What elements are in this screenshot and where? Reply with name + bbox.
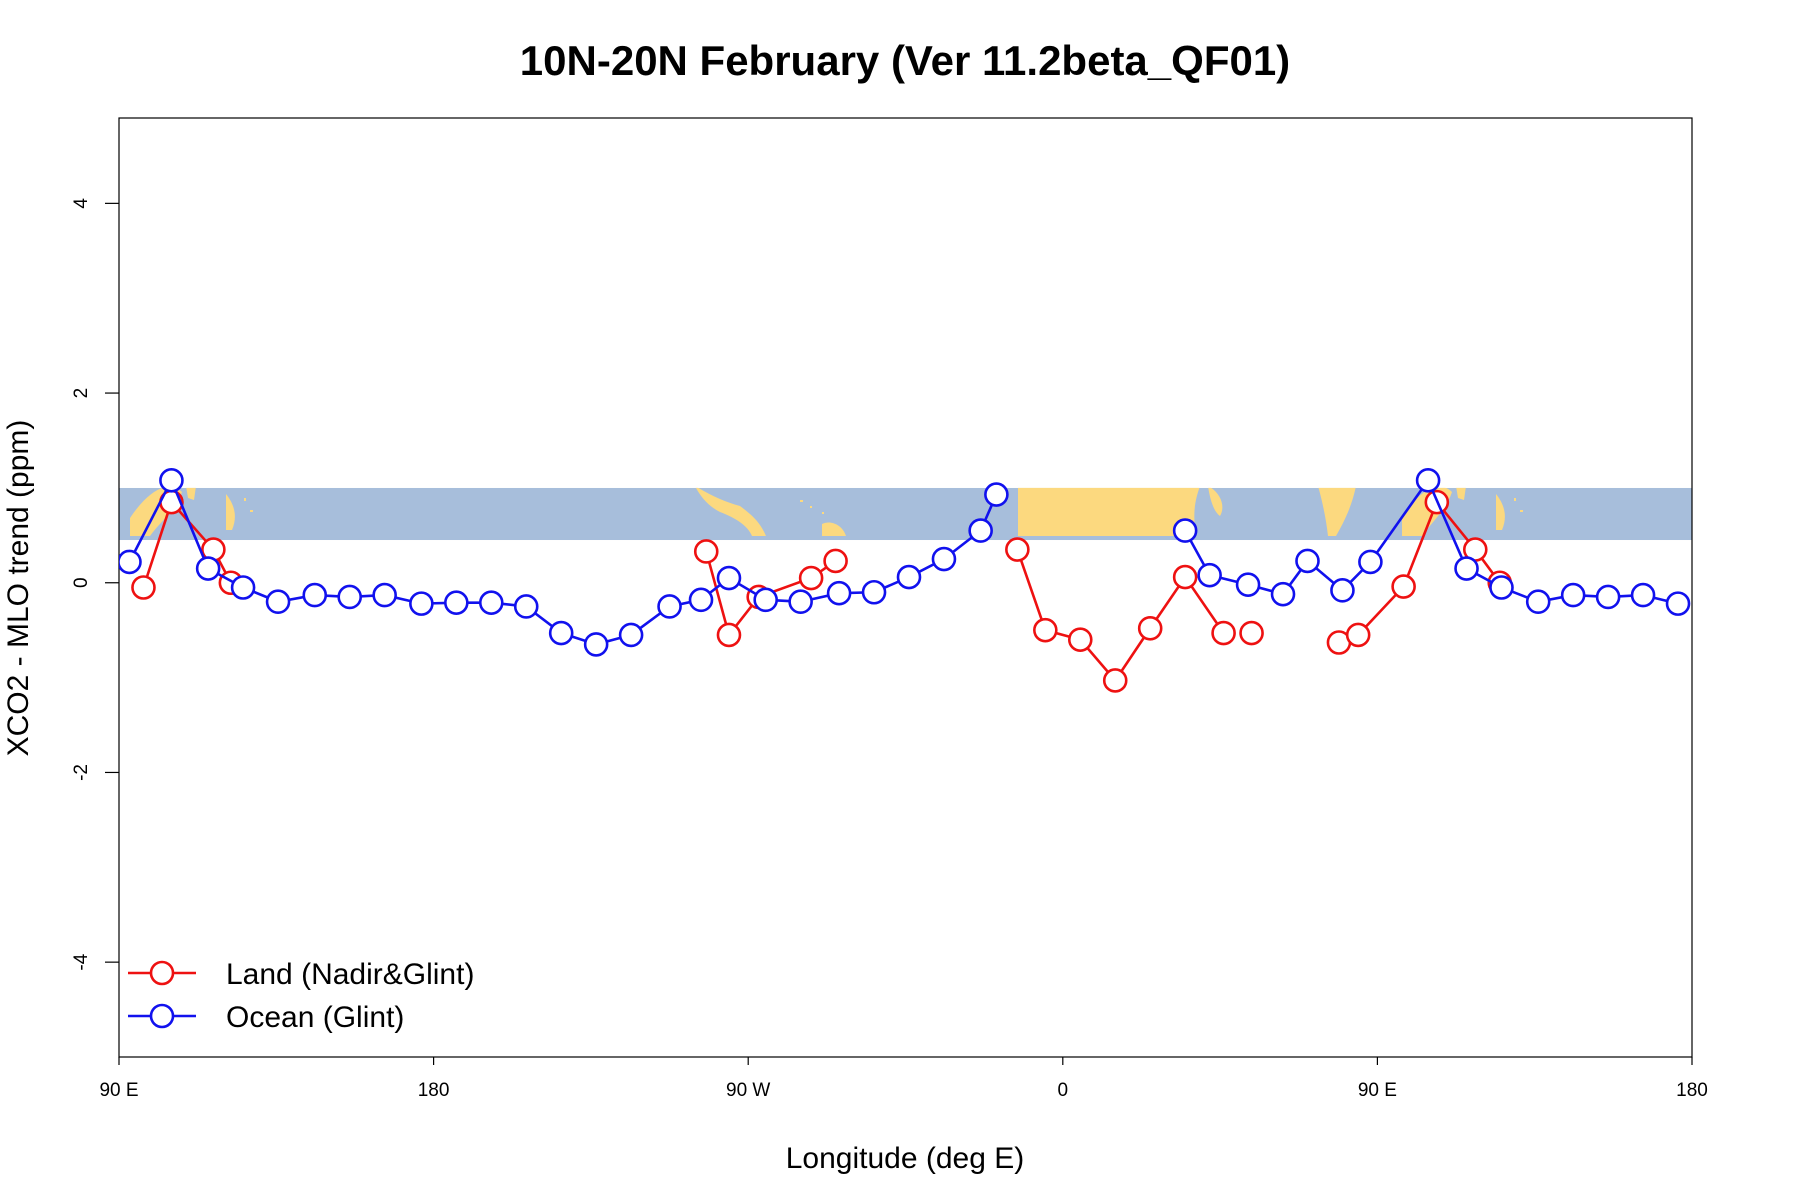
data-point-ocean bbox=[444, 590, 469, 615]
x-tick-label: 0 bbox=[1058, 1080, 1069, 1101]
series-line-land bbox=[142, 499, 233, 588]
y-tick-label: 2 bbox=[71, 388, 92, 399]
data-point-ocean bbox=[1295, 548, 1320, 574]
data-point-ocean bbox=[1560, 582, 1586, 608]
x-axis-label: Longitude (deg E) bbox=[786, 1142, 1025, 1175]
data-point-land bbox=[1033, 617, 1058, 643]
data-point-land bbox=[693, 539, 719, 564]
series-ocean bbox=[119, 468, 1691, 657]
data-point-ocean bbox=[1665, 591, 1691, 616]
data-point-ocean bbox=[337, 584, 363, 610]
data-point-ocean bbox=[826, 580, 852, 606]
data-point-ocean bbox=[1197, 562, 1222, 588]
data-point-ocean bbox=[688, 587, 714, 613]
data-point-ocean bbox=[657, 594, 682, 619]
legend-marker-land bbox=[149, 960, 175, 986]
data-point-land bbox=[1172, 564, 1198, 590]
y-tick-label: 0 bbox=[71, 577, 92, 588]
data-point-ocean bbox=[583, 632, 609, 657]
data-point-land bbox=[1345, 622, 1371, 648]
y-axis-label: XCO2 - MLO trend (ppm) bbox=[2, 420, 35, 757]
chart-title: 10N-20N February (Ver 11.2beta_QF01) bbox=[520, 37, 1290, 84]
data-point-ocean bbox=[1172, 518, 1198, 543]
x-tick-label: 180 bbox=[1676, 1080, 1708, 1101]
data-point-ocean bbox=[372, 582, 397, 608]
series-layer bbox=[119, 468, 1691, 693]
data-point-ocean bbox=[618, 622, 644, 648]
data-point-ocean bbox=[1270, 581, 1296, 607]
y-tick-label: -2 bbox=[71, 764, 92, 781]
data-point-land bbox=[1239, 620, 1264, 646]
data-point-ocean bbox=[119, 549, 142, 575]
legend: Land (Nadir&Glint) Ocean (Glint) bbox=[128, 958, 474, 1034]
data-point-ocean bbox=[195, 556, 221, 581]
data-point-ocean bbox=[1489, 575, 1514, 600]
x-tick-label: 90 E bbox=[1358, 1080, 1397, 1101]
data-point-ocean bbox=[1525, 589, 1551, 615]
y-tick-label: 4 bbox=[71, 198, 92, 209]
data-point-land bbox=[823, 548, 848, 574]
data-point-land bbox=[1211, 620, 1236, 646]
legend-entry-land: Land (Nadir&Glint) bbox=[128, 958, 474, 991]
y-axis: -4 -2 0 2 4 bbox=[71, 198, 119, 971]
data-point-ocean bbox=[513, 594, 539, 619]
x-tick-label: 90 E bbox=[99, 1080, 138, 1101]
legend-marker-ocean bbox=[149, 1003, 175, 1029]
data-point-ocean bbox=[753, 587, 778, 613]
data-point-land bbox=[1391, 574, 1416, 599]
data-point-ocean bbox=[159, 468, 184, 493]
data-point-ocean bbox=[1358, 549, 1383, 575]
data-point-land bbox=[1067, 627, 1093, 652]
data-point-ocean bbox=[1235, 572, 1261, 597]
data-point-ocean bbox=[716, 565, 742, 591]
legend-entry-ocean: Ocean (Glint) bbox=[128, 1001, 404, 1034]
data-point-ocean bbox=[931, 546, 957, 572]
y-tick-label: -4 bbox=[71, 953, 92, 970]
x-tick-label: 180 bbox=[418, 1080, 450, 1101]
data-point-land bbox=[1005, 537, 1030, 562]
world-map-band bbox=[119, 487, 1692, 541]
data-point-ocean bbox=[984, 482, 1009, 507]
data-point-land bbox=[798, 565, 824, 591]
data-point-ocean bbox=[230, 575, 256, 600]
data-point-ocean bbox=[1595, 584, 1621, 610]
data-point-ocean bbox=[302, 582, 328, 608]
map-ocean bbox=[119, 487, 1692, 541]
data-point-ocean bbox=[968, 518, 993, 543]
x-axis: 90 E 180 90 W 0 90 E 180 bbox=[99, 1057, 1708, 1101]
plot-frame bbox=[118, 117, 1693, 1058]
data-point-ocean bbox=[1415, 468, 1441, 493]
legend-label-land: Land (Nadir&Glint) bbox=[226, 958, 474, 991]
data-point-ocean bbox=[788, 589, 813, 615]
legend-label-ocean: Ocean (Glint) bbox=[226, 1001, 404, 1034]
data-point-ocean bbox=[1330, 578, 1355, 603]
data-point-ocean bbox=[861, 579, 887, 605]
data-point-ocean bbox=[1454, 556, 1479, 581]
data-point-land bbox=[716, 622, 742, 648]
data-point-land bbox=[1137, 615, 1163, 641]
data-point-ocean bbox=[1630, 582, 1656, 608]
data-point-ocean bbox=[265, 589, 291, 615]
data-point-land bbox=[131, 575, 156, 600]
data-point-ocean bbox=[548, 620, 574, 646]
data-point-land bbox=[1102, 668, 1128, 693]
data-point-ocean bbox=[896, 564, 922, 590]
x-tick-label: 90 W bbox=[726, 1080, 770, 1101]
data-point-ocean bbox=[478, 590, 504, 615]
data-point-ocean bbox=[409, 591, 434, 616]
